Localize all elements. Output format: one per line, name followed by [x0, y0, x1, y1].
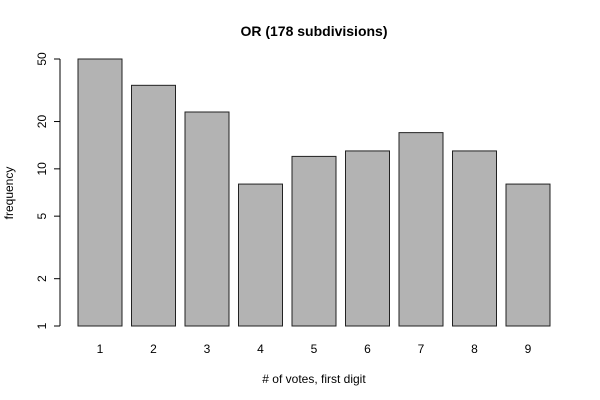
- y-tick-label: 10: [35, 162, 49, 176]
- x-tick-labels: 1 2 3 4 5 6 7 8 9: [97, 342, 532, 356]
- x-tick-label-6: 6: [364, 342, 371, 356]
- x-tick-label-7: 7: [418, 342, 425, 356]
- bar-9: [505, 183, 551, 327]
- y-tick-label: 1: [35, 322, 49, 329]
- bars: [77, 58, 551, 327]
- bar-1: [77, 58, 123, 327]
- x-tick-label-5: 5: [311, 342, 318, 356]
- x-tick-label-9: 9: [525, 342, 532, 356]
- bar-5: [291, 155, 337, 327]
- bar-6: [345, 150, 390, 327]
- x-tick-label-8: 8: [471, 342, 478, 356]
- bar-7: [398, 132, 444, 327]
- bar-2: [131, 84, 176, 327]
- chart-title: OR (178 subdivisions): [240, 23, 387, 39]
- y-tick-label: 5: [35, 212, 49, 219]
- y-tick-label: 20: [35, 115, 49, 129]
- x-tick-label-3: 3: [204, 342, 211, 356]
- x-tick-label-4: 4: [257, 342, 264, 356]
- bar-4: [238, 183, 283, 327]
- y-tick-label: 2: [35, 275, 49, 282]
- bar-8: [452, 150, 497, 327]
- y-axis: 1 2 5 10 20 50: [35, 52, 61, 329]
- x-tick-label-1: 1: [97, 342, 104, 356]
- y-axis-label: frequency: [2, 167, 16, 220]
- x-axis-label: # of votes, first digit: [262, 372, 366, 386]
- y-tick-label: 50: [35, 52, 49, 66]
- bar-3: [184, 111, 230, 327]
- x-tick-label-2: 2: [150, 342, 157, 356]
